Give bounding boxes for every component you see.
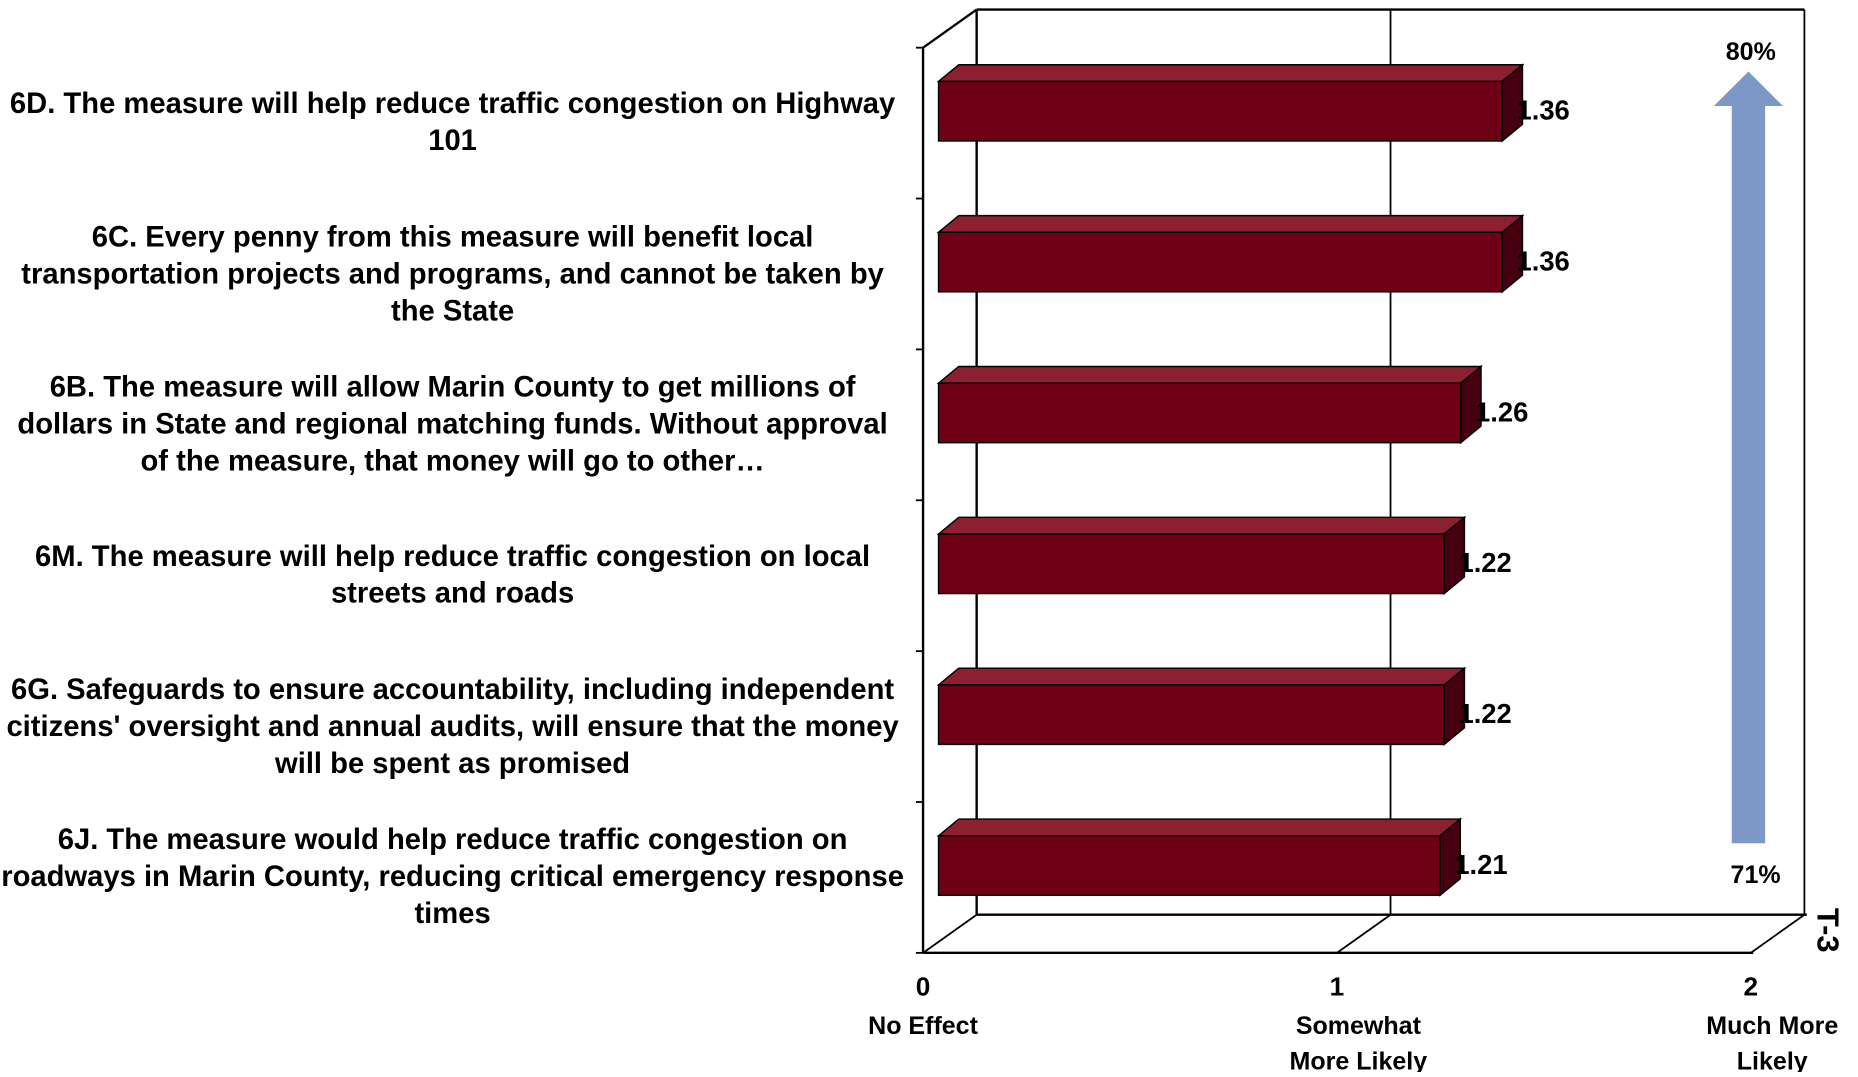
x-tick-label: 2: [1744, 972, 1759, 1002]
value-label: 1.26: [1475, 396, 1528, 427]
value-label: 1.36: [1517, 245, 1570, 276]
x-tick-label: 0: [916, 972, 931, 1002]
floor-grid-line: [1750, 914, 1805, 954]
bar: [936, 515, 1467, 596]
bar-top: [936, 516, 1467, 535]
bar: [936, 817, 1463, 897]
bar: [936, 214, 1525, 294]
category-label: 6G. Safeguards to ensure accountability,…: [6, 673, 899, 780]
category-label-box: 6M. The measure will help reduce traffic…: [35, 541, 871, 611]
value-label: 1.36: [1517, 95, 1570, 126]
category-label-box: 6C. Every penny from this measure will b…: [21, 220, 884, 327]
x-tick-caption-box: No Effect: [868, 1012, 978, 1040]
x-tick-caption: Much More Likely: [1706, 1012, 1839, 1075]
category-label: 6B. The measure will allow Marin County …: [17, 371, 888, 478]
plot-walls: [921, 8, 1807, 955]
value-label: 1.22: [1458, 698, 1511, 729]
bar: [936, 364, 1484, 445]
value-label: 1.21: [1454, 849, 1507, 880]
bar-top: [936, 64, 1525, 83]
bar-front: [937, 533, 1445, 595]
annotation-top: 80%: [1726, 38, 1776, 66]
floor-grid-line: [922, 914, 978, 954]
page-id: T-3: [1811, 908, 1846, 953]
category-label-box: 6B. The measure will allow Marin County …: [17, 371, 888, 478]
category-label-box: 6G. Safeguards to ensure accountability,…: [6, 673, 899, 780]
bar-top: [936, 818, 1463, 837]
trend-arrow: [1713, 71, 1783, 844]
category-label-box: 6D. The measure will help reduce traffic…: [9, 88, 896, 158]
annotation-bottom: 71%: [1731, 861, 1781, 889]
bar-front: [937, 382, 1462, 444]
x-tick-label: 1: [1330, 972, 1345, 1002]
x-tick-caption: No Effect: [868, 1012, 978, 1040]
bar-top: [936, 214, 1525, 234]
floor-grid-line: [1336, 914, 1392, 954]
category-label-box: 6J. The measure would help reduce traffi…: [1, 824, 904, 931]
bar: [936, 63, 1525, 143]
x-tick-caption-box: Somewhat More Likely: [1289, 1012, 1428, 1075]
bar-front: [937, 80, 1503, 142]
bar-front: [937, 231, 1503, 293]
category-label: 6J. The measure would help reduce traffi…: [1, 824, 904, 931]
x-tick-caption: Somewhat More Likely: [1289, 1012, 1428, 1075]
category-label: 6M. The measure will help reduce traffic…: [35, 541, 871, 611]
category-label: 6D. The measure will help reduce traffic…: [9, 88, 896, 158]
bar-top: [936, 667, 1467, 686]
left-wall-top: [922, 8, 978, 49]
category-label: 6C. Every penny from this measure will b…: [21, 220, 884, 327]
bar: [936, 666, 1467, 746]
bar-top: [936, 365, 1484, 384]
bar-front: [937, 835, 1441, 897]
value-label: 1.22: [1458, 547, 1511, 578]
x-tick-caption-box: Much More Likely: [1706, 1012, 1839, 1075]
bar-front: [937, 684, 1445, 746]
